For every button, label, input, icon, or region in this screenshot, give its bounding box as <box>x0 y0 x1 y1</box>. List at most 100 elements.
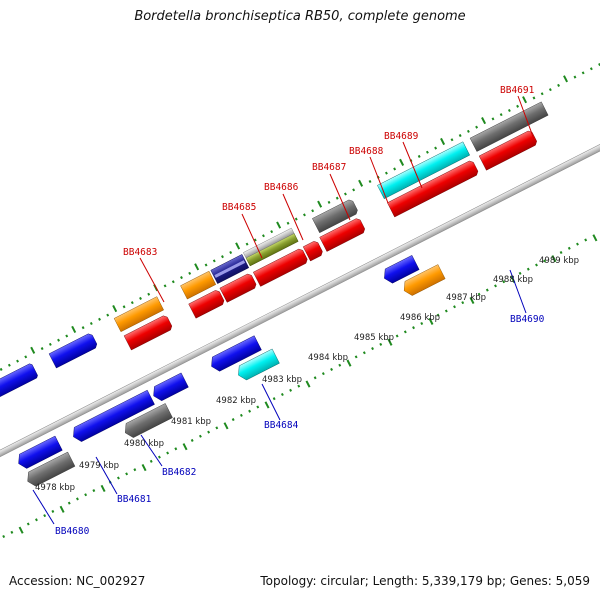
minor-tick <box>139 296 142 300</box>
major-tick <box>551 255 557 263</box>
gene-label-BB4682[interactable]: BB4682 <box>162 467 196 478</box>
minor-tick <box>16 359 19 363</box>
gene-BB4681-arrow[interactable] <box>0 363 39 406</box>
gene-label-BB4688[interactable]: BB4688 <box>349 146 384 157</box>
gene-label-BB4689[interactable]: BB4689 <box>384 131 419 142</box>
minor-tick <box>248 409 252 413</box>
gene-BB4680-gray-arrow[interactable] <box>24 451 76 489</box>
minor-tick <box>40 347 44 351</box>
minor-tick <box>362 351 366 355</box>
major-tick <box>317 200 323 208</box>
minor-tick <box>188 271 192 275</box>
minor-tick <box>461 301 465 305</box>
minor-tick <box>48 342 52 346</box>
gene-BB4686-red-arrow[interactable] <box>219 273 258 303</box>
minor-tick <box>2 534 6 539</box>
minor-tick <box>256 405 260 409</box>
gene-label-BB4681[interactable]: BB4681 <box>117 494 152 505</box>
minor-tick <box>171 280 175 284</box>
minor-tick <box>26 522 30 526</box>
scale-label-4980: 4980 kbp <box>124 439 164 449</box>
gene-BB4684-cyan-arrow[interactable] <box>235 348 280 382</box>
minor-tick <box>491 117 495 121</box>
gene-BB4687-silver-feature[interactable] <box>243 227 295 259</box>
minor-tick <box>98 317 101 321</box>
minor-tick <box>212 259 216 263</box>
gene-labels-reverse: BB4680 BB4681 BB4682 BB4684 BB4690 <box>55 314 545 537</box>
minor-tick <box>174 447 178 451</box>
gene-BB4682-arrow[interactable] <box>48 332 98 369</box>
minor-tick <box>403 330 407 334</box>
minor-tick <box>231 418 235 422</box>
gene-BB4683-arrow[interactable] <box>123 314 173 351</box>
minor-tick <box>543 259 547 263</box>
gene-label-BB4683[interactable]: BB4683 <box>123 247 157 258</box>
minor-tick <box>239 413 243 417</box>
major-tick <box>18 526 24 534</box>
minor-tick <box>567 246 571 250</box>
gene-BB4684-blue-arrow[interactable] <box>208 335 262 374</box>
major-tick <box>440 137 446 146</box>
gene-BB4689-red-arrow[interactable] <box>319 217 366 252</box>
major-tick <box>387 338 393 346</box>
minor-tick <box>122 305 126 309</box>
minor-tick <box>245 242 249 246</box>
minor-tick <box>180 276 183 280</box>
scale-labels: 4978 kbp 4979 kbp 4980 kbp 4981 kbp 4982… <box>35 256 579 493</box>
gene-edge-gray-feature[interactable] <box>469 101 549 152</box>
minor-tick <box>190 438 194 442</box>
minor-tick <box>344 192 347 196</box>
major-tick <box>592 234 598 242</box>
major-tick <box>276 221 282 229</box>
minor-tick <box>147 292 151 296</box>
gene-BB4690-blue-arrow[interactable] <box>381 255 420 285</box>
gene-BB4685-red-arrow[interactable] <box>188 289 226 319</box>
scale-label-4981: 4981 kbp <box>171 417 211 427</box>
gene-label-BB4687[interactable]: BB4687 <box>312 162 346 173</box>
scale-label-4989: 4989 kbp <box>539 256 579 266</box>
minor-tick <box>518 271 522 275</box>
gene-label-BB4685[interactable]: BB4685 <box>222 202 256 213</box>
minor-tick <box>198 434 202 438</box>
minor-tick <box>133 468 137 472</box>
minor-tick <box>557 83 561 87</box>
minor-tick <box>24 355 28 359</box>
scale-label-4984: 4984 kbp <box>308 353 348 363</box>
gene-label-BB4691[interactable]: BB4691 <box>500 85 535 96</box>
gene-BB4682-blue-arrow[interactable] <box>70 389 155 444</box>
gene-BB4690-orange-arrow[interactable] <box>401 264 446 298</box>
gene-BB4689-gray-arrow[interactable] <box>312 199 358 234</box>
minor-tick <box>420 321 424 326</box>
major-tick <box>522 96 528 104</box>
minor-tick <box>289 388 293 392</box>
scale-label-4982: 4982 kbp <box>216 396 256 406</box>
minor-tick <box>548 88 552 92</box>
gene-label-BB4680[interactable]: BB4680 <box>55 526 90 537</box>
gene-BB4683-orange-feature[interactable] <box>113 296 164 333</box>
gene-BB4687-red-arrow[interactable] <box>253 248 308 287</box>
gene-BB4682-gray-arrow[interactable] <box>122 403 173 440</box>
gene-BB4685-orange-feature[interactable] <box>180 270 217 300</box>
minor-tick <box>106 313 110 317</box>
gene-label-BB4684[interactable]: BB4684 <box>264 420 299 431</box>
minor-tick <box>51 509 55 513</box>
minor-tick <box>412 326 415 330</box>
gene-label-BB4690[interactable]: BB4690 <box>510 314 545 325</box>
gene-edge-red-arrow[interactable] <box>478 130 538 171</box>
minor-tick <box>65 334 69 338</box>
gene-BB4682-blue-arrow-2[interactable] <box>150 372 189 403</box>
gene-BB4680-blue-arrow[interactable] <box>15 435 63 471</box>
major-tick <box>30 346 36 354</box>
gene-label-BB4686[interactable]: BB4686 <box>264 182 299 193</box>
gene-BB4691-cyan-feature[interactable] <box>377 141 471 200</box>
major-tick <box>358 179 364 187</box>
minor-tick <box>204 263 208 267</box>
minor-tick <box>7 363 11 367</box>
label-leader-lines <box>32 95 536 525</box>
minor-tick <box>395 334 399 338</box>
minor-tick <box>576 242 579 246</box>
gene-BB4688-red-arrow[interactable] <box>302 240 324 262</box>
minor-tick <box>540 92 544 96</box>
minor-tick <box>485 288 489 292</box>
